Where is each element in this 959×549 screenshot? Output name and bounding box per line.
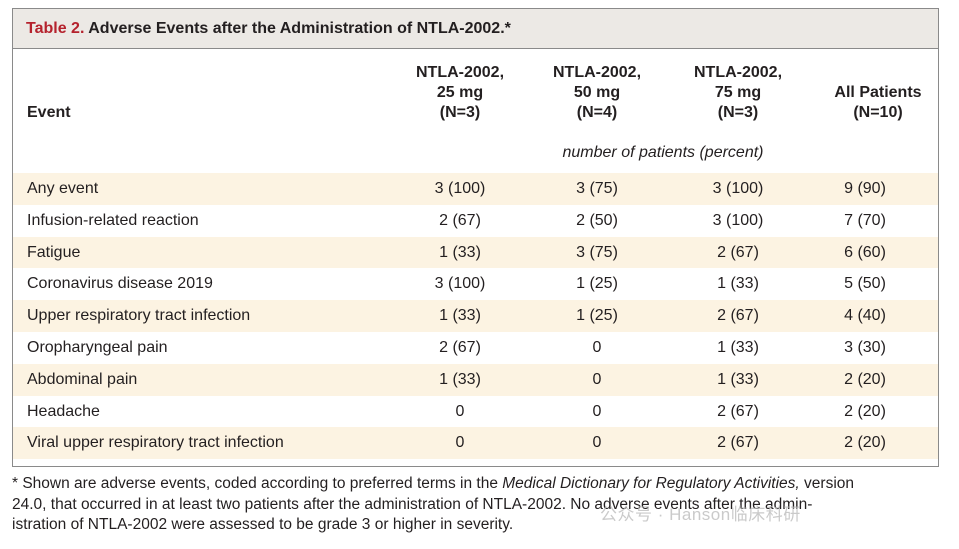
cell-25mg: 1 (33): [439, 243, 481, 261]
table-row: Upper respiratory tract infection 1 (33)…: [13, 300, 938, 332]
cell-50mg: 0: [592, 370, 602, 388]
cell-75mg: 2 (67): [717, 307, 759, 325]
table-row: Any event 3 (100) 3 (75) 3 (100) 9 (90): [13, 173, 938, 205]
header-25mg: NTLA-2002, 25 mg (N=3): [393, 63, 527, 123]
cell-75mg: 2 (67): [717, 243, 759, 261]
table-row: Oropharyngeal pain 2 (67) 0 1 (33) 3 (30…: [13, 332, 938, 364]
event-name: Coronavirus disease 2019: [27, 275, 213, 293]
cell-50mg: 1 (25): [576, 275, 618, 293]
cell-50mg: 3 (75): [576, 180, 618, 197]
header-50mg-line3: (N=4): [576, 104, 618, 121]
header-75mg-line1: NTLA-2002,: [693, 64, 783, 81]
table-number: Table 2.: [26, 20, 85, 37]
header-50mg-line1: NTLA-2002,: [552, 64, 642, 81]
table-row: Infusion-related reaction 2 (67) 2 (50) …: [13, 205, 938, 237]
cell-all: 2 (20): [844, 402, 886, 420]
units-label: number of patients (percent): [562, 144, 764, 161]
table-caption: Adverse Events after the Administration …: [88, 20, 511, 37]
cell-50mg: 1 (25): [576, 307, 618, 325]
header-75mg-line2: 75 mg: [714, 84, 762, 101]
event-name: Any event: [27, 180, 99, 197]
cell-25mg: 1 (33): [439, 370, 481, 388]
event-name: Upper respiratory tract infection: [27, 307, 251, 325]
cell-25mg: 2 (67): [439, 338, 481, 356]
table-title: Table 2. Adverse Events after the Admini…: [13, 9, 938, 49]
event-name: Abdominal pain: [27, 370, 138, 388]
event-name: Fatigue: [27, 243, 81, 261]
table-body: Any event 3 (100) 3 (75) 3 (100) 9 (90) …: [13, 173, 938, 460]
header-75mg: NTLA-2002, 75 mg (N=3): [671, 63, 805, 123]
cell-25mg: 3 (100): [434, 275, 486, 293]
cell-50mg: 0: [592, 338, 602, 356]
cell-25mg: 0: [455, 434, 465, 452]
table-row: Viral upper respiratory tract infection …: [13, 427, 938, 460]
header-all-line2: (N=10): [853, 104, 903, 121]
header-all-line1: All Patients: [834, 84, 922, 101]
header-75mg-line3: (N=3): [717, 104, 759, 121]
cell-75mg: 3 (100): [712, 180, 764, 197]
cell-50mg: 2 (50): [576, 211, 618, 229]
header-25mg-line3: (N=3): [439, 104, 481, 121]
table-row: Abdominal pain 1 (33) 0 1 (33) 2 (20): [13, 363, 938, 396]
event-name: Infusion-related reaction: [27, 211, 199, 229]
cell-25mg: 3 (100): [434, 180, 486, 197]
footnote-italic: Medical Dictionary for Regulatory Activi…: [502, 475, 800, 492]
adverse-events-table: Table 2. Adverse Events after the Admini…: [12, 8, 939, 467]
footnote-line3: istration of NTLA-2002 were assessed to …: [12, 516, 514, 533]
footnote-line2: 24.0, that occurred in at least two pati…: [12, 495, 813, 513]
footnote-prefix: * Shown are adverse events, coded accord…: [12, 475, 503, 492]
cell-75mg: 1 (33): [717, 338, 759, 356]
table-row: Coronavirus disease 2019 3 (100) 1 (25) …: [13, 268, 938, 300]
table-footnote: * Shown are adverse events, coded accord…: [12, 474, 942, 536]
header-50mg-line2: 50 mg: [573, 84, 621, 101]
cell-all: 7 (70): [844, 211, 886, 229]
cell-50mg: 0: [592, 402, 602, 420]
header-25mg-line2: 25 mg: [436, 84, 484, 101]
cell-all: 3 (30): [844, 338, 886, 356]
footnote-line1-rest: version: [799, 475, 855, 492]
header-all-patients: All Patients (N=10): [811, 83, 945, 123]
cell-75mg: 2 (67): [717, 434, 759, 452]
cell-25mg: 1 (33): [439, 307, 481, 325]
cell-all: 4 (40): [844, 307, 886, 325]
cell-all: 6 (60): [844, 243, 886, 261]
cell-75mg: 1 (33): [717, 370, 759, 388]
cell-all: 2 (20): [844, 434, 886, 452]
event-name: Headache: [27, 402, 100, 420]
cell-75mg: 2 (67): [717, 402, 759, 420]
cell-all: 2 (20): [844, 370, 886, 388]
header-50mg: NTLA-2002, 50 mg (N=4): [530, 63, 664, 123]
table-row: Fatigue 1 (33) 3 (75) 2 (67) 6 (60): [13, 236, 938, 269]
table-row: Headache 0 0 2 (67) 2 (20): [13, 396, 938, 428]
cell-25mg: 0: [455, 402, 465, 420]
cell-25mg: 2 (67): [439, 211, 481, 229]
header-event: Event: [27, 104, 71, 121]
cell-75mg: 1 (33): [717, 275, 759, 293]
cell-all: 9 (90): [844, 180, 886, 197]
footnote-line1: * Shown are adverse events, coded accord…: [12, 474, 942, 495]
cell-all: 5 (50): [844, 275, 886, 293]
event-name: Oropharyngeal pain: [27, 338, 168, 356]
event-name: Viral upper respiratory tract infection: [27, 434, 284, 452]
cell-75mg: 3 (100): [712, 211, 764, 229]
header-25mg-line1: NTLA-2002,: [415, 64, 505, 81]
cell-50mg: 3 (75): [576, 243, 618, 261]
cell-50mg: 0: [592, 434, 602, 452]
watermark-text: 公众号 · Hanson临床科研: [600, 505, 801, 524]
